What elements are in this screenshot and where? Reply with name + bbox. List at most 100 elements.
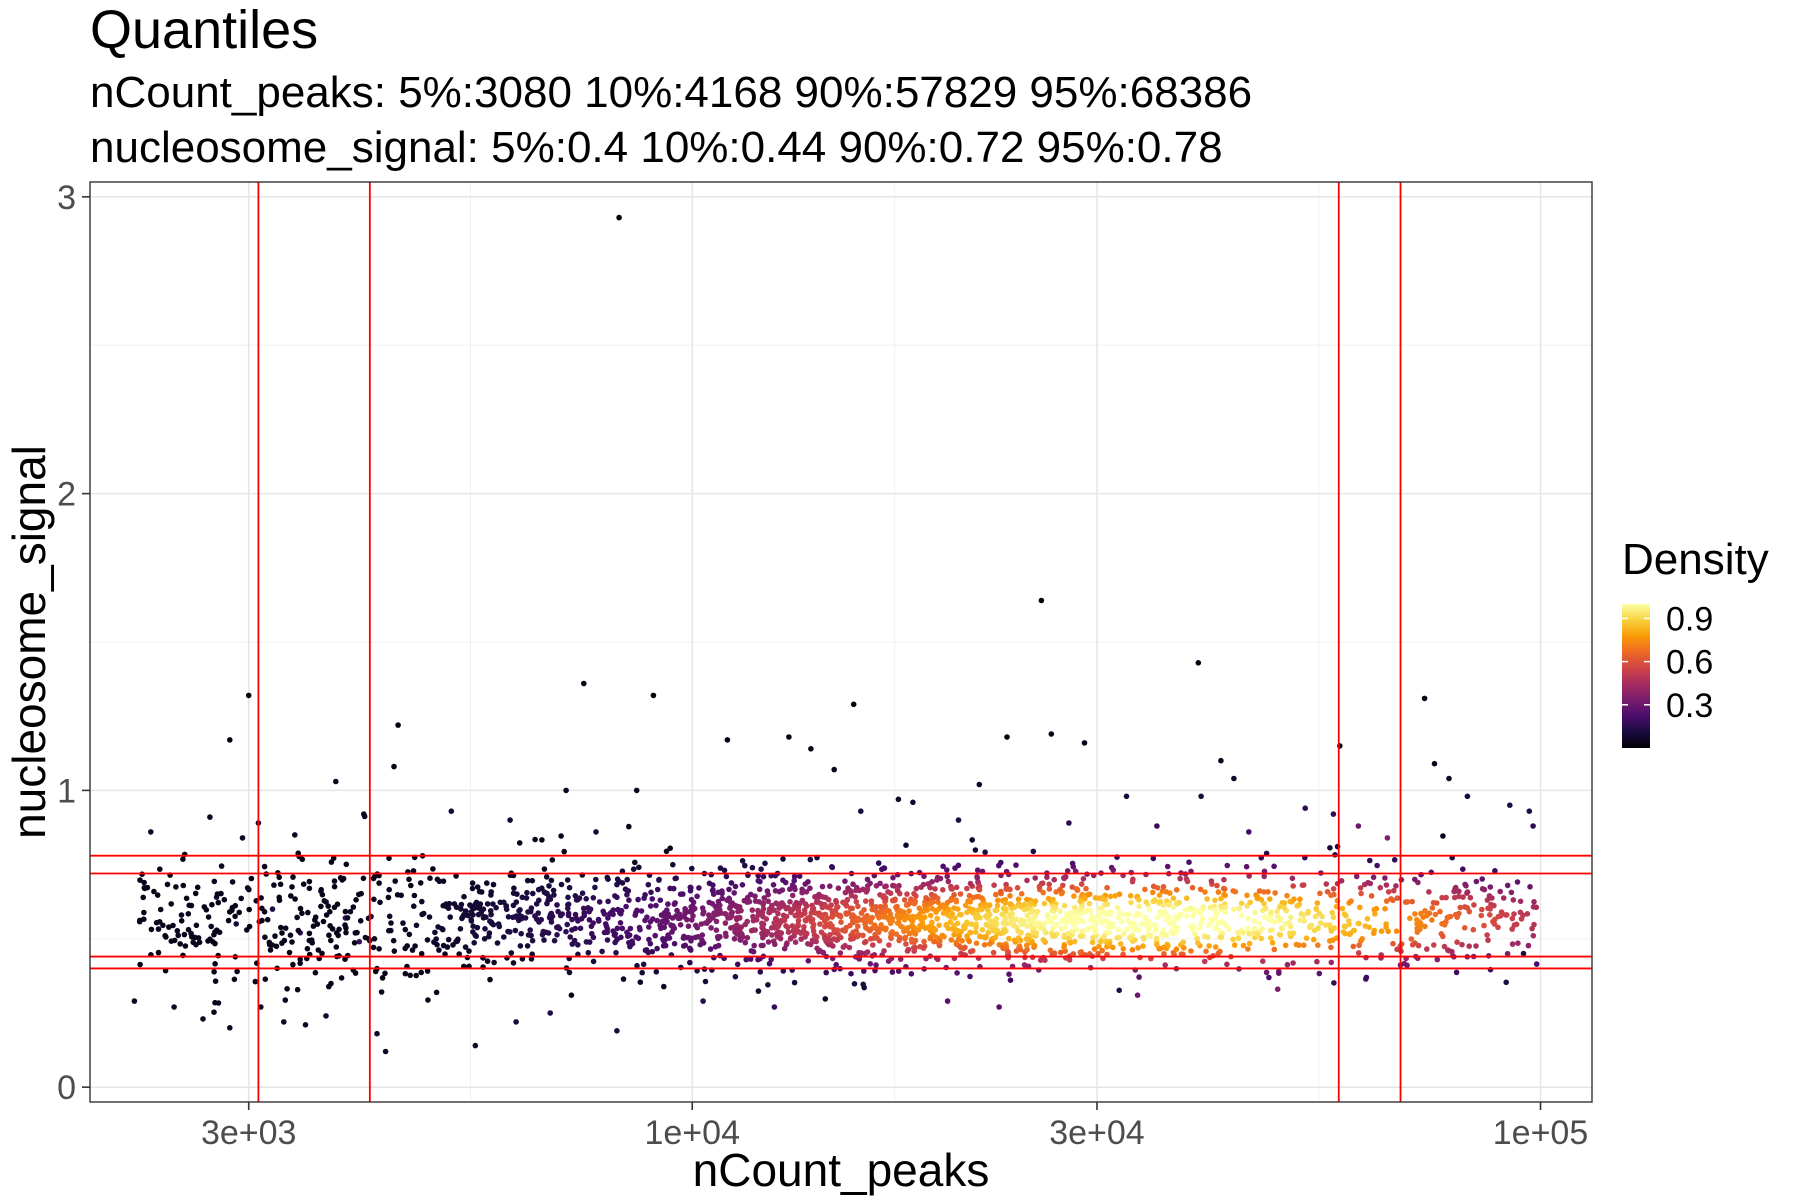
data-point	[1478, 912, 1485, 919]
y-axis-title: nucleosome_signal	[3, 445, 55, 839]
data-point	[306, 885, 313, 892]
data-point	[239, 835, 246, 841]
data-point	[488, 889, 495, 895]
data-point	[850, 881, 856, 887]
data-point	[1491, 921, 1498, 927]
data-point	[495, 921, 502, 927]
data-point	[1518, 916, 1525, 922]
data-point	[1081, 895, 1087, 901]
data-point	[632, 859, 638, 866]
data-point	[985, 907, 991, 914]
data-point	[586, 939, 593, 945]
data-point	[614, 1028, 620, 1034]
data-point	[468, 916, 475, 923]
data-point	[310, 923, 317, 929]
data-point	[565, 905, 571, 912]
data-point	[911, 900, 918, 907]
data-point	[731, 890, 737, 896]
data-point	[225, 917, 232, 924]
data-point	[427, 875, 433, 881]
data-point	[1324, 888, 1331, 895]
data-point	[842, 900, 848, 907]
data-point	[1308, 922, 1315, 929]
data-point	[976, 887, 983, 893]
data-point	[564, 877, 571, 883]
data-point	[525, 932, 532, 938]
data-point	[640, 961, 647, 968]
data-point	[1422, 923, 1428, 930]
data-point	[1393, 928, 1400, 934]
data-point	[879, 866, 885, 873]
data-point	[843, 910, 849, 916]
data-point	[177, 941, 183, 947]
data-point	[875, 860, 882, 866]
data-point	[864, 949, 871, 955]
data-point	[436, 947, 442, 953]
data-point	[1084, 926, 1091, 933]
data-point	[657, 897, 664, 903]
data-point	[805, 958, 812, 964]
data-point	[864, 886, 871, 893]
data-point	[1412, 876, 1418, 883]
data-point	[890, 897, 896, 904]
data-point	[469, 885, 476, 892]
data-point	[706, 912, 712, 918]
data-point	[717, 865, 724, 871]
data-point	[838, 919, 844, 925]
data-point	[684, 916, 690, 923]
data-point	[151, 888, 157, 895]
data-point	[1383, 898, 1390, 904]
data-point	[890, 874, 896, 881]
data-point	[1355, 823, 1362, 829]
data-point	[935, 899, 941, 906]
data-point	[586, 917, 593, 923]
data-point	[917, 922, 923, 929]
x-tick-label: 3e+04	[1049, 1114, 1145, 1152]
data-point	[1384, 835, 1391, 841]
data-point	[1070, 951, 1077, 957]
data-point	[662, 914, 668, 920]
data-point	[599, 948, 605, 955]
data-point	[999, 911, 1005, 917]
data-point	[581, 912, 588, 919]
data-point	[1036, 883, 1043, 890]
data-point	[1220, 885, 1227, 892]
data-point	[867, 961, 874, 967]
data-point	[1531, 921, 1537, 928]
data-point	[1509, 941, 1516, 947]
data-point	[1290, 930, 1297, 936]
data-point	[600, 908, 606, 915]
data-point	[825, 936, 832, 943]
data-point	[752, 893, 758, 899]
data-point	[829, 864, 836, 871]
data-point	[636, 924, 643, 931]
data-point	[1318, 920, 1324, 926]
data-point	[1142, 886, 1148, 893]
data-point	[728, 925, 734, 931]
data-point	[1382, 875, 1388, 881]
data-point	[678, 964, 684, 971]
data-point	[809, 916, 816, 923]
data-point	[1254, 894, 1261, 900]
data-point	[932, 886, 938, 892]
data-point	[694, 924, 701, 931]
data-point	[1140, 943, 1146, 949]
data-point	[1102, 902, 1108, 908]
data-point	[1184, 913, 1190, 919]
data-point	[1434, 956, 1441, 963]
data-point	[1328, 959, 1335, 966]
data-point	[1224, 961, 1230, 968]
data-point	[639, 969, 645, 976]
data-point	[1212, 925, 1219, 931]
data-point	[185, 911, 192, 917]
data-point	[1404, 962, 1410, 969]
data-point	[1443, 894, 1449, 901]
data-point	[964, 933, 970, 939]
data-point	[897, 956, 904, 962]
data-point	[798, 936, 804, 942]
data-point	[990, 949, 997, 956]
data-point	[1097, 910, 1103, 916]
data-point	[458, 906, 464, 912]
data-point	[519, 894, 526, 901]
data-point	[1245, 946, 1251, 952]
